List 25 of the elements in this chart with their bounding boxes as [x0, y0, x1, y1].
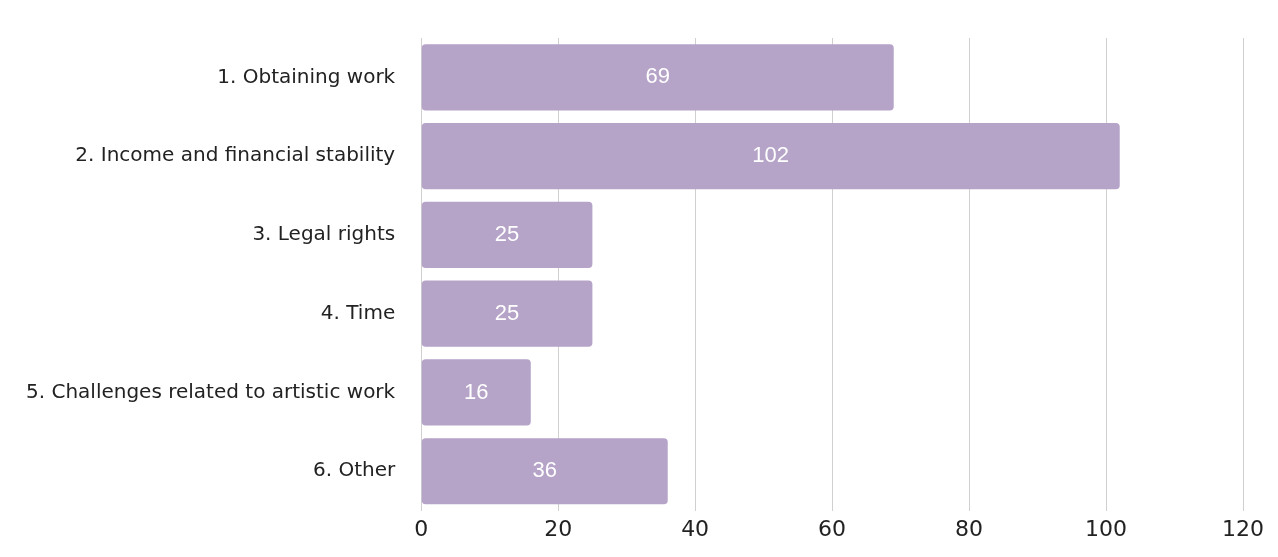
x-tick-label: 100 — [1085, 515, 1128, 541]
y-tick-label: 1. Obtaining work — [217, 63, 396, 88]
x-tick-label: 0 — [414, 515, 429, 541]
y-tick-label: 3. Legal rights — [252, 221, 396, 246]
data-label: 102 — [752, 142, 790, 168]
data-label: 25 — [494, 220, 520, 246]
data-label: 36 — [532, 457, 557, 483]
data-label: 69 — [645, 63, 670, 89]
x-tick-label: 60 — [818, 515, 847, 541]
bar — [421, 280, 593, 347]
y-tick-label: 6. Other — [312, 457, 396, 482]
data-label: 16 — [463, 378, 489, 404]
y-tick-label: 5. Challenges related to artistic work — [25, 378, 396, 403]
y-tick-label: 4. Time — [320, 299, 396, 324]
bar — [421, 359, 531, 426]
bar — [421, 201, 593, 268]
x-tick-label: 80 — [955, 515, 984, 541]
data-label: 25 — [494, 299, 520, 325]
bar — [421, 44, 894, 111]
x-tick-label: 20 — [544, 515, 573, 541]
x-tick-label: 40 — [681, 515, 710, 541]
x-tick-label: 120 — [1222, 515, 1264, 541]
y-tick-label: 2. Income and financial stability — [75, 142, 396, 167]
bar — [421, 438, 668, 505]
bar — [421, 123, 1120, 190]
